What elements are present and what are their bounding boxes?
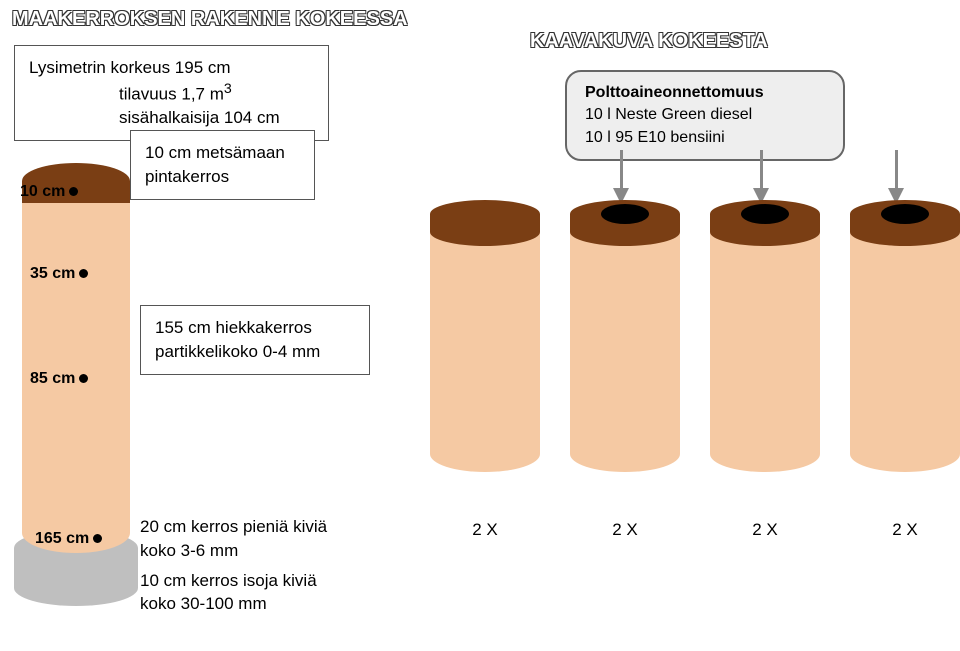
right-title: KAAVAKUVA KOKEESTA bbox=[530, 30, 768, 53]
hiekkakerros-box: 155 cm hiekkakerros partikkelikoko 0-4 m… bbox=[140, 305, 370, 375]
spill-icon bbox=[741, 204, 789, 224]
count-3: 2 X bbox=[850, 520, 960, 540]
small-lysimeter: Luontainenbiohajoaminen bbox=[570, 200, 680, 472]
small-lysimeter-row: Kontrolli Luontainenbiohajoaminen Biosti… bbox=[430, 200, 960, 472]
marker-85cm: 85 cm bbox=[30, 370, 88, 388]
lysimeter-dimensions-box: Lysimetrin korkeus 195 cm tilavuus 1,7 m… bbox=[14, 45, 329, 141]
count-row: 2 X 2 X 2 X 2 X bbox=[430, 520, 960, 540]
count-2: 2 X bbox=[710, 520, 820, 540]
small-lysimeter: Biostimulaatio bbox=[710, 200, 820, 472]
accident-box: Polttoaineonnettomuus 10 l Neste Green d… bbox=[565, 70, 845, 161]
arrow-stem-3 bbox=[895, 150, 898, 190]
arrow-stem-1 bbox=[620, 150, 623, 190]
arrow-stem-2 bbox=[760, 150, 763, 190]
marker-35cm: 35 cm bbox=[30, 265, 88, 283]
pintakerros-box: 10 cm metsämaan pintakerros bbox=[130, 130, 315, 200]
small-lysimeter: Kontrolli bbox=[430, 200, 540, 472]
kivikerros-text: 20 cm kerros pieniä kiviä koko 3-6 mm 10… bbox=[140, 515, 395, 616]
spill-icon bbox=[881, 204, 929, 224]
main-title: MAAKERROKSEN RAKENNE KOKEESSA bbox=[0, 0, 960, 39]
lys-line-3: sisähalkaisija 104 cm bbox=[29, 106, 314, 130]
count-0: 2 X bbox=[430, 520, 540, 540]
marker-10cm: 10 cm bbox=[20, 183, 78, 201]
spill-icon bbox=[601, 204, 649, 224]
lys-line-2: tilavuus 1,7 m3 bbox=[29, 80, 314, 106]
big-lysimeter bbox=[22, 163, 130, 553]
marker-165cm: 165 cm bbox=[35, 530, 102, 548]
count-1: 2 X bbox=[570, 520, 680, 540]
lys-line-1: Lysimetrin korkeus 195 cm bbox=[29, 56, 314, 80]
small-lysimeter: Kemiallinenhapetus bbox=[850, 200, 960, 472]
gravel-body bbox=[14, 548, 138, 606]
